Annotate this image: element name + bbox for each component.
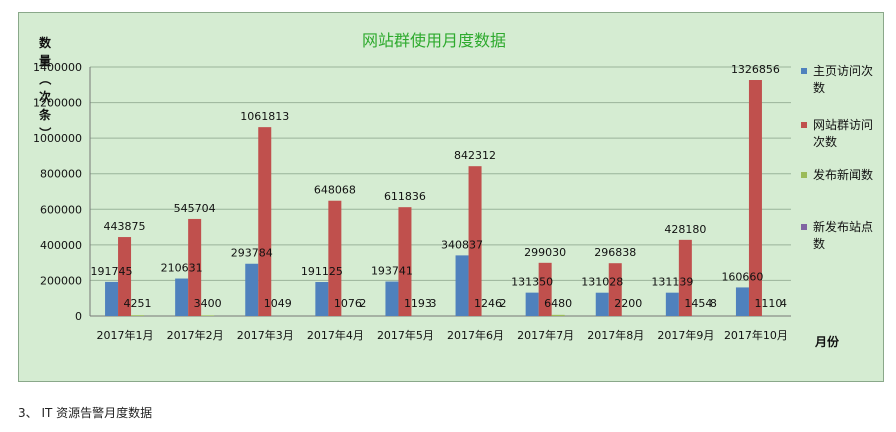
legend-label-1: 网站群访问: [813, 118, 873, 132]
legend-label-3: 新发布站点: [813, 219, 873, 234]
data-label-main: 160660: [721, 270, 763, 283]
y-tick-label: 0: [75, 310, 82, 323]
data-label-site: 1061813: [240, 110, 289, 123]
legend-label-3: 数: [813, 236, 825, 251]
bar-1-8: [678, 239, 692, 316]
legend-swatch-1: [801, 122, 807, 128]
data-label-main: 340837: [441, 238, 483, 251]
y-axis-label-char: （: [38, 73, 53, 85]
bar-1-2: [258, 127, 272, 316]
bar-0-8: [665, 292, 679, 316]
data-label-site: 842312: [454, 149, 496, 162]
data-label-news: 3400: [194, 297, 222, 310]
bar-2-0: [131, 315, 145, 316]
data-label-news: 1110: [754, 297, 782, 310]
data-label-main: 193741: [371, 265, 413, 278]
bar-0-5: [455, 255, 469, 316]
bar-2-1: [201, 315, 215, 316]
bar-1-7: [608, 263, 622, 316]
chart-title: 网站群使用月度数据: [362, 31, 506, 50]
data-label-main: 293784: [231, 247, 273, 260]
section-caption: 3、 IT 资源告警月度数据: [18, 406, 153, 420]
data-label-news: 1454: [684, 297, 712, 310]
legend-swatch-0: [801, 68, 807, 74]
x-tick-label: 2017年7月: [517, 328, 574, 342]
legend-label-0: 数: [813, 80, 825, 95]
data-label-site: 443875: [104, 220, 146, 233]
bar-1-0: [118, 237, 132, 316]
x-tick-label: 2017年2月: [167, 328, 224, 342]
data-label-newsite: 2: [500, 297, 507, 310]
data-label-site: 299030: [524, 246, 566, 259]
data-label-newsite: 2: [359, 297, 366, 310]
x-tick-label: 2017年9月: [657, 328, 714, 342]
y-tick-label: 1200000: [33, 97, 82, 110]
bar-1-4: [398, 207, 412, 316]
legend-swatch-3: [801, 224, 807, 230]
data-label-news: 1049: [264, 297, 292, 310]
data-label-main: 131028: [581, 276, 623, 289]
data-label-main: 210631: [161, 262, 203, 275]
data-label-news: 1193: [404, 297, 432, 310]
bar-1-3: [328, 200, 342, 316]
y-axis-label-char: 次: [39, 89, 51, 104]
y-tick-label: 1400000: [33, 61, 82, 74]
bar-0-6: [525, 292, 539, 316]
x-axis-label: 月份: [814, 334, 840, 349]
data-label-news: 1246: [474, 297, 502, 310]
x-tick-label: 2017年6月: [447, 328, 504, 342]
data-label-main: 131139: [651, 276, 693, 289]
legend-swatch-2: [801, 172, 807, 178]
data-label-newsite: 4: [780, 297, 787, 310]
data-label-main: 191125: [301, 265, 343, 278]
data-label-news: 1076: [334, 297, 362, 310]
data-label-news: 6480: [544, 297, 572, 310]
bar-0-0: [105, 281, 119, 316]
y-axis-label-char: 条: [38, 107, 52, 122]
bar-0-2: [245, 263, 259, 316]
data-label-site: 428180: [664, 223, 706, 236]
data-label-site: 545704: [174, 202, 216, 215]
legend-label-2: 发布新闻数: [813, 167, 873, 182]
x-tick-label: 2017年1月: [97, 328, 154, 342]
x-tick-label: 2017年10月: [724, 328, 788, 342]
legend-label-0: 主页访问次: [813, 64, 873, 78]
bar-1-9: [748, 80, 762, 316]
bar-0-7: [595, 292, 609, 316]
bar-0-9: [735, 287, 749, 316]
data-label-site: 648068: [314, 184, 356, 197]
data-label-newsite: 8: [710, 297, 717, 310]
x-tick-label: 2017年5月: [377, 328, 434, 342]
y-tick-label: 600000: [40, 203, 82, 216]
data-label-newsite: 3: [429, 297, 436, 310]
legend-label-1: 次数: [813, 134, 837, 149]
data-label-site: 296838: [594, 246, 636, 259]
bar-2-6: [551, 314, 565, 316]
data-label-main: 131350: [511, 276, 553, 289]
plot-area: [90, 67, 791, 316]
chart-frame: 0 200000 400000 600000 800000 1000000 1200000 1…: [18, 12, 884, 382]
bar-0-3: [315, 282, 329, 316]
y-tick-label: 200000: [40, 274, 82, 287]
data-label-site: 611836: [384, 190, 426, 203]
data-label-main: 191745: [91, 265, 133, 278]
bar-0-4: [385, 281, 399, 316]
y-tick-label: 1000000: [33, 132, 82, 145]
y-axis-label-char: 数: [39, 35, 52, 50]
x-tick-label: 2017年8月: [587, 328, 644, 342]
y-axis-label-char: ）: [38, 127, 53, 139]
y-tick-label: 400000: [40, 239, 82, 252]
y-tick-label: 800000: [40, 168, 82, 181]
bar-1-6: [538, 262, 552, 316]
data-label-site: 1326856: [731, 63, 780, 76]
data-label-news: 2200: [614, 297, 642, 310]
bar-1-5: [468, 166, 482, 316]
x-tick-label: 2017年4月: [307, 328, 364, 342]
bar-0-1: [175, 278, 189, 316]
y-axis-label-char: 量: [39, 54, 51, 68]
data-label-news: 4251: [124, 297, 152, 310]
bar-chart: 0 200000 400000 600000 800000 1000000 1200000 1…: [33, 31, 873, 349]
x-tick-label: 2017年3月: [237, 328, 294, 342]
bar-1-1: [188, 218, 202, 316]
